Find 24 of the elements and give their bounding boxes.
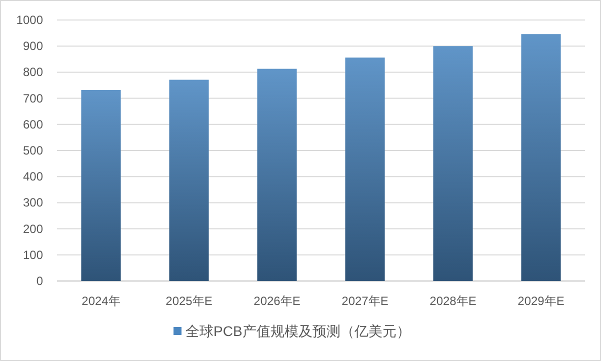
y-tick-label: 100 [22,248,44,262]
x-tick-label: 2028年E [430,294,476,308]
bar [81,90,121,281]
x-tick-label: 2025年E [166,294,212,308]
y-tick-label: 200 [22,222,44,236]
y-tick-label: 300 [22,196,44,210]
x-tick-label: 2027年E [342,294,388,308]
y-tick-label: 500 [22,144,44,158]
bar [433,46,473,281]
x-tick-label: 2029年E [518,294,564,308]
legend-label: 全球PCB产值规模及预测（亿美元） [186,323,410,339]
y-tick-label: 400 [22,170,44,184]
y-tick-label: 900 [22,39,44,54]
y-tick-label: 700 [22,91,44,106]
bar [169,80,209,281]
y-tick-label: 1000 [16,13,44,27]
y-tick-label: 800 [22,65,44,80]
bar [521,34,561,281]
x-tick-label: 2024年 [82,294,120,308]
bar [257,68,297,281]
y-tick-label: 600 [22,117,44,132]
y-tick-label: 0 [36,274,44,288]
bar [345,58,385,281]
x-tick-label: 2026年E [254,294,300,308]
